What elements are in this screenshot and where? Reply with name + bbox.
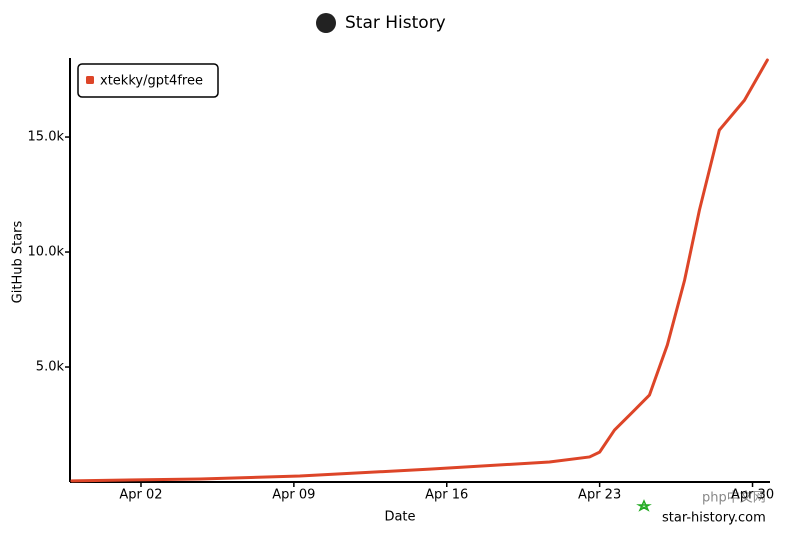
series-line [70,58,769,483]
x-tick-label: Apr 23 [578,488,621,503]
legend-label: xtekky/gpt4free [100,74,203,89]
x-axis-label: Date [384,510,415,525]
x-tick-label: Apr 16 [425,488,468,503]
watermark: star-history.com [662,511,766,526]
legend-swatch [86,76,94,84]
overlay-text: php中文网 [702,491,766,506]
logo-icon [636,499,652,512]
title-icon [316,13,336,33]
x-tick-label: Apr 02 [119,488,162,503]
legend-box [77,63,219,98]
y-tick-label: 10.0k [28,245,65,260]
y-axis-label: GitHub Stars [11,220,26,303]
x-tick-label: Apr 09 [272,488,315,503]
chart-title: Star History [345,13,446,33]
x-tick-label: Apr 30 [731,488,774,503]
y-tick-label: 5.0k [36,360,65,375]
y-tick-label: 15.0k [28,130,65,145]
